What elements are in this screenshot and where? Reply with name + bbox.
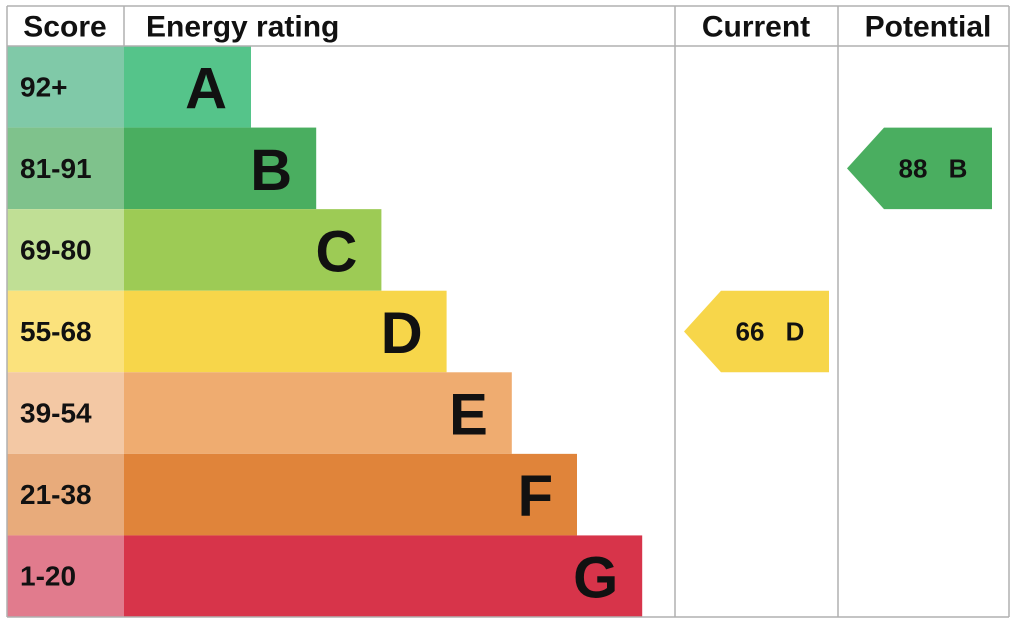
score-label: 55-68 [20, 316, 92, 347]
potential-rating: B [949, 153, 968, 183]
rating-bar [124, 535, 643, 617]
score-label: 69-80 [20, 234, 92, 265]
score-cell [7, 209, 124, 291]
score-label: 81-91 [20, 153, 92, 184]
rating-letter: F [518, 464, 553, 529]
rating-letter: D [381, 301, 423, 366]
header-score: Score [23, 11, 106, 44]
rating-bar [124, 453, 577, 536]
rating-bar [124, 127, 317, 210]
current-score: 66 [736, 317, 765, 347]
score-label: 92+ [20, 71, 68, 102]
rating-bar [124, 290, 447, 373]
score-cell [7, 453, 124, 536]
rating-letter: C [316, 219, 358, 284]
current-rating: D [786, 317, 805, 347]
rating-bar [124, 46, 251, 128]
rating-bar [124, 209, 382, 291]
score-label: 1-20 [20, 561, 76, 592]
score-cell [7, 46, 124, 128]
header-rating: Energy rating [146, 11, 339, 44]
rating-letter: E [449, 383, 488, 448]
score-cell [7, 127, 124, 210]
score-cell [7, 290, 124, 373]
rating-bar [124, 372, 512, 454]
rating-letter: B [250, 138, 292, 203]
potential-arrow [847, 127, 992, 210]
potential-score: 88 [899, 153, 928, 183]
header-potential: Potential [865, 11, 992, 44]
rating-letter: A [185, 56, 227, 121]
current-arrow [684, 290, 829, 373]
score-cell [7, 372, 124, 454]
score-cell [7, 535, 124, 617]
rating-letter: G [573, 546, 618, 611]
header-current: Current [702, 11, 810, 44]
score-label: 39-54 [20, 398, 92, 429]
score-label: 21-38 [20, 479, 92, 510]
